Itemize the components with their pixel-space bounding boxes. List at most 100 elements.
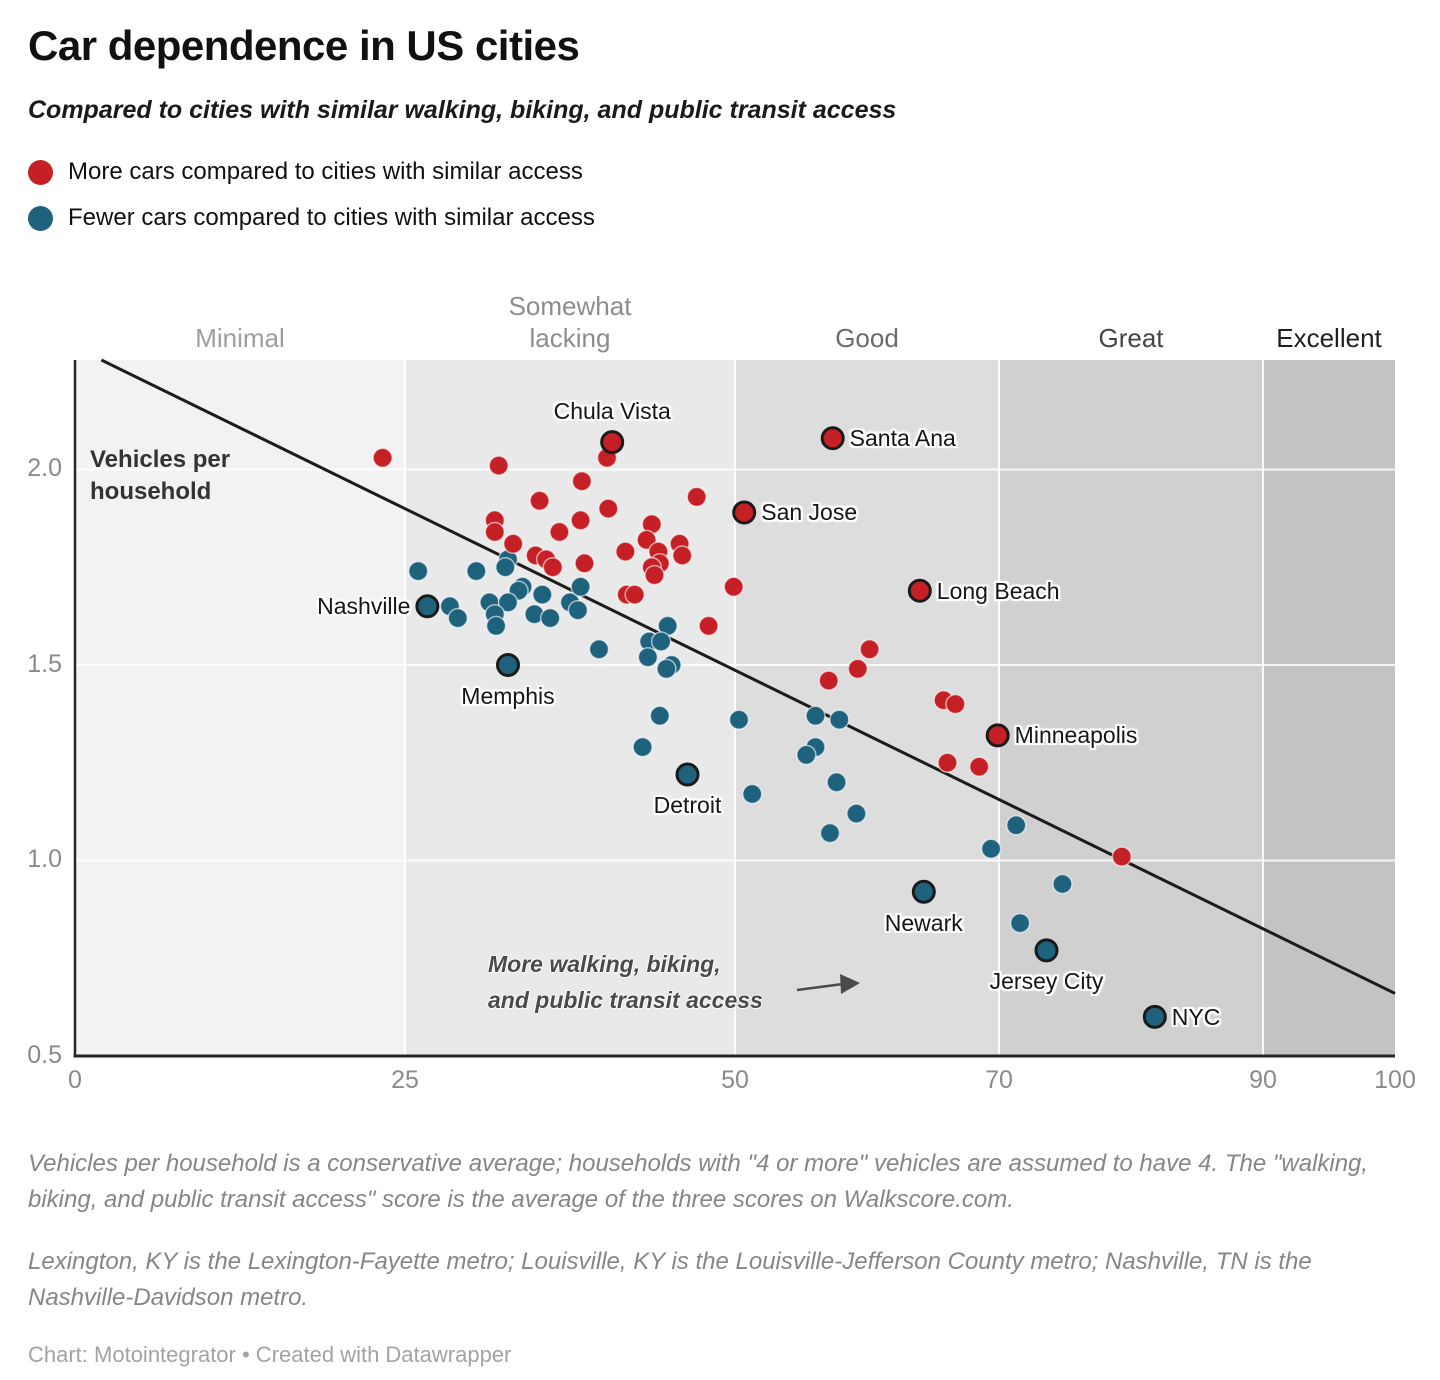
data-point[interactable] [532, 584, 553, 605]
data-point-long-beach[interactable] [907, 578, 932, 603]
x-tick-label-0: 0 [68, 1066, 82, 1094]
data-point[interactable] [484, 521, 506, 543]
annotation-arrow-head [840, 974, 860, 994]
data-point[interactable] [637, 646, 659, 668]
data-point[interactable] [968, 756, 990, 777]
data-point[interactable] [495, 556, 516, 578]
city-label-santa-ana[interactable]: Santa Ana [849, 425, 956, 452]
data-point[interactable] [1005, 815, 1027, 836]
y-tick-label-1.5: 1.5 [27, 649, 62, 678]
y-tick-label-0.5: 0.5 [27, 1041, 62, 1069]
city-label-jersey-city[interactable]: Jersey City [989, 968, 1104, 995]
data-point-detroit[interactable] [675, 762, 700, 787]
annotation-arrow-shaft [796, 982, 844, 992]
data-point[interactable] [686, 486, 707, 508]
data-point[interactable] [819, 822, 841, 844]
data-point[interactable] [671, 545, 693, 566]
data-point[interactable] [796, 744, 817, 766]
data-point[interactable] [485, 615, 507, 637]
data-point[interactable] [826, 772, 847, 793]
y-tick-label-1.0: 1.0 [27, 845, 62, 874]
data-point[interactable] [598, 498, 619, 519]
data-point[interactable] [502, 533, 524, 555]
data-point[interactable] [1111, 846, 1133, 867]
data-point[interactable] [407, 560, 429, 582]
data-point[interactable] [698, 615, 719, 637]
data-point[interactable] [624, 584, 645, 605]
city-label-nyc[interactable]: NYC [1171, 1003, 1221, 1030]
data-point[interactable] [497, 592, 519, 613]
data-point[interactable] [1052, 873, 1073, 895]
data-point[interactable] [615, 541, 636, 562]
data-point[interactable] [549, 521, 570, 543]
data-point[interactable] [570, 576, 591, 598]
chart-footer: Vehicles per household is a conservative… [28, 1146, 1412, 1368]
data-point[interactable] [567, 599, 589, 621]
data-point[interactable] [805, 705, 826, 727]
data-point[interactable] [859, 639, 880, 660]
city-label-san-jose[interactable]: San Jose [761, 499, 858, 526]
data-point[interactable] [980, 838, 1002, 860]
data-point[interactable] [588, 639, 610, 660]
data-point[interactable] [937, 752, 958, 773]
data-point[interactable] [829, 709, 850, 730]
data-point[interactable] [741, 783, 763, 805]
page-title: Car dependence in US cities [28, 22, 580, 69]
data-point-santa-ana[interactable] [820, 426, 845, 451]
data-point[interactable] [847, 658, 869, 680]
city-label-long-beach[interactable]: Long Beach [936, 577, 1060, 604]
x-tick-label-100: 100 [1374, 1066, 1416, 1094]
data-point[interactable] [1009, 912, 1031, 934]
data-point[interactable] [447, 607, 469, 629]
data-point-nyc[interactable] [1142, 1004, 1167, 1029]
y-tick-label-2.0: 2.0 [27, 454, 62, 483]
x-tick-label-25: 25 [391, 1066, 419, 1094]
scatter-chart: Minimal Somewhat lacking Good Great Excellen… [27, 291, 1416, 1094]
band-label-somewhat-lacking: Somewhat lacking [508, 291, 632, 353]
data-point[interactable] [644, 564, 665, 586]
data-point[interactable] [723, 576, 744, 598]
legend-item-more-cars[interactable]: More cars compared to cities with simila… [28, 149, 1412, 195]
data-point[interactable] [728, 709, 750, 730]
x-tick-label-50: 50 [721, 1066, 749, 1094]
data-point[interactable] [529, 490, 550, 512]
city-label-minneapolis[interactable]: Minneapolis [1014, 722, 1138, 749]
city-label-memphis[interactable]: Memphis [461, 682, 555, 709]
data-point[interactable] [466, 560, 487, 582]
city-label-newark[interactable]: Newark [884, 909, 963, 936]
data-point[interactable] [649, 705, 671, 727]
legend-label-more-cars: More cars compared to cities with simila… [68, 158, 583, 185]
data-point[interactable] [945, 693, 966, 715]
data-point[interactable] [539, 607, 561, 629]
data-point-jersey-city[interactable] [1034, 938, 1059, 963]
data-point[interactable] [650, 631, 672, 652]
data-point[interactable] [846, 803, 867, 824]
data-point[interactable] [488, 455, 509, 476]
legend-dot-more-icon [28, 159, 53, 185]
y-axis-title: Vehicles per household [90, 446, 231, 505]
data-point[interactable] [632, 736, 653, 758]
trend-line [100, 358, 1396, 995]
legend-item-fewer-cars[interactable]: Fewer cars compared to cities with simil… [28, 195, 1412, 241]
city-label-detroit[interactable]: Detroit [653, 792, 722, 819]
data-point-memphis[interactable] [496, 653, 520, 677]
data-point-chula-vista[interactable] [600, 430, 625, 455]
data-point-san-jose[interactable] [732, 500, 757, 525]
data-point[interactable] [571, 470, 593, 492]
annotation-more-access: More walking, biking, and public transit… [488, 951, 763, 1013]
city-label-nashville[interactable]: Nashville [317, 593, 411, 620]
footnote-methodology: Vehicles per household is a conservative… [28, 1150, 1369, 1213]
chart-subtitle: Compared to cities with similar walking,… [28, 96, 897, 124]
data-point-minneapolis[interactable] [985, 723, 1010, 748]
data-point[interactable] [656, 658, 677, 680]
footnote-metros: Lexington, KY is the Lexington-Fayette m… [28, 1248, 1312, 1311]
data-point[interactable] [574, 553, 595, 574]
data-point[interactable] [372, 447, 393, 469]
data-point[interactable] [570, 510, 591, 531]
data-point-nashville[interactable] [415, 594, 440, 619]
city-label-chula-vista[interactable]: Chula Vista [553, 398, 671, 425]
data-point-newark[interactable] [911, 879, 936, 904]
data-point[interactable] [542, 556, 564, 578]
data-point[interactable] [818, 670, 839, 691]
